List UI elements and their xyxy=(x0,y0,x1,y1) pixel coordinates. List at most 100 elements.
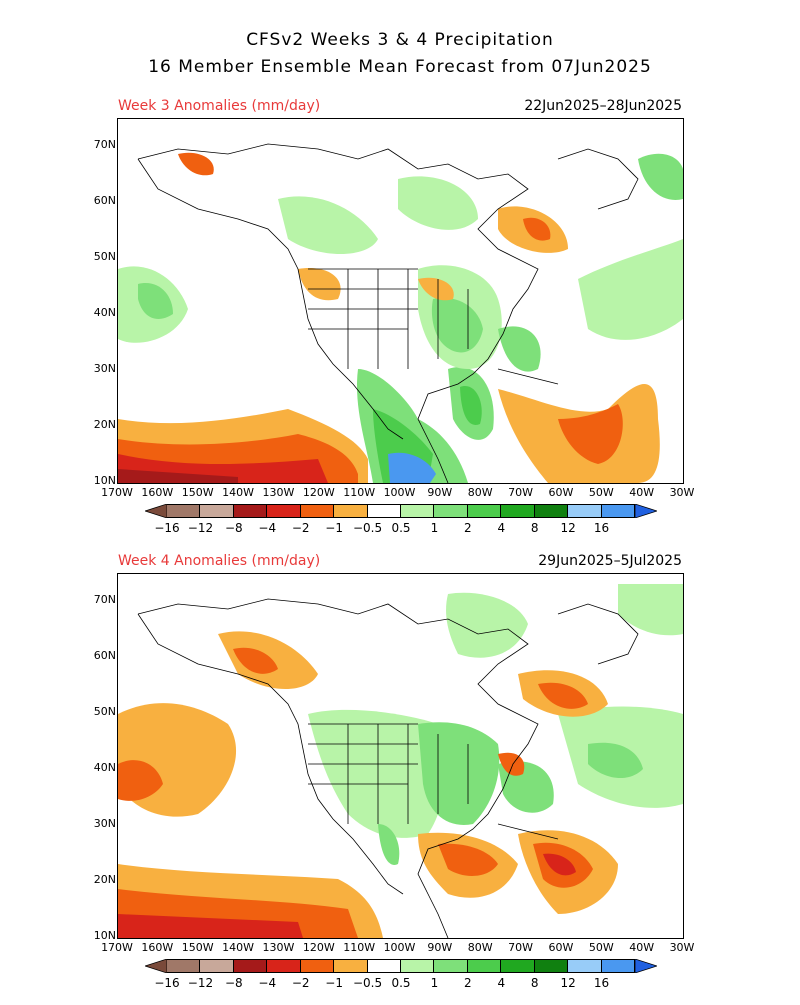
lon-label: 50W xyxy=(588,486,614,499)
lat-label: 70N xyxy=(93,138,116,151)
lat-label: 60N xyxy=(93,194,116,207)
lon-label: 130W xyxy=(262,486,295,499)
lon-label: 150W xyxy=(181,486,214,499)
lon-label: 100W xyxy=(383,941,416,954)
lat-label: 50N xyxy=(93,250,116,263)
colorbar-label: 2 xyxy=(464,521,472,535)
colorbar-cell xyxy=(267,504,301,518)
colorbar-label: 12 xyxy=(560,976,576,990)
colorbar-label: −12 xyxy=(187,521,214,535)
colorbar-label: 16 xyxy=(593,521,610,535)
chart-title: CFSv2 Weeks 3 & 4 Precipitation xyxy=(246,30,554,50)
colorbar-cell xyxy=(467,959,502,973)
colorbar-label: 1 xyxy=(430,976,439,990)
colorbar-cell xyxy=(568,959,602,973)
colorbar-cell xyxy=(233,959,268,973)
lat-label: 50N xyxy=(93,705,116,718)
lon-label: 140W xyxy=(222,941,254,954)
colorbar-label: −0.5 xyxy=(352,521,383,535)
lat-label: 10N xyxy=(93,929,116,942)
week3-label: Week 3 Anomalies (mm/day) xyxy=(118,98,321,114)
lon-label: 140W xyxy=(222,486,254,499)
colorbar-cell xyxy=(334,959,368,973)
lon-label: 40W xyxy=(629,486,655,499)
colorbar-cell xyxy=(167,504,201,518)
colorbar-cell xyxy=(167,959,201,973)
lat-label: 20N xyxy=(93,873,116,886)
week3-date-range: 22Jun2025–28Jun2025 xyxy=(524,98,682,114)
colorbar-label: 16 xyxy=(593,976,610,990)
lon-label: 70W xyxy=(508,486,533,499)
lon-label: 70W xyxy=(508,941,533,954)
colorbar-label: −16 xyxy=(154,976,180,990)
colorbar-label: −2 xyxy=(291,976,310,990)
colorbar-label: −1 xyxy=(325,976,343,990)
colorbar-cell xyxy=(434,504,468,518)
lon-label: 110W xyxy=(343,941,376,954)
lon-label: 150W xyxy=(181,941,214,954)
colorbar-label: 8 xyxy=(530,976,539,990)
colorbar-label: −16 xyxy=(154,521,180,535)
colorbar-label: −4 xyxy=(258,976,277,990)
week4-map-svg xyxy=(118,584,683,938)
colorbar-label: 0.5 xyxy=(391,521,411,535)
colorbar-label: −8 xyxy=(224,521,243,535)
lon-label: 50W xyxy=(588,941,614,954)
lat-label: 30N xyxy=(93,817,116,830)
colorbar-cell xyxy=(300,959,335,973)
colorbar-cell xyxy=(501,959,535,973)
colorbar-cell xyxy=(200,504,234,518)
week4-panel: Week 4 Anomalies (mm/day) 29Jun2025–5Jul… xyxy=(0,553,800,1005)
colorbar-cell xyxy=(367,959,401,973)
colorbar-cell xyxy=(467,504,502,518)
lat-label: 70N xyxy=(93,593,116,606)
colorbar-cell xyxy=(334,504,368,518)
lon-label: 30W xyxy=(669,941,695,954)
lon-label: 80W xyxy=(467,941,493,954)
colorbar-right-arrow xyxy=(635,959,657,973)
colorbar-label: 1 xyxy=(430,521,439,535)
lat-label: 40N xyxy=(93,306,116,319)
lon-label: 120W xyxy=(302,941,335,954)
colorbar-cell xyxy=(534,959,569,973)
colorbar-right-arrow xyxy=(635,504,657,518)
lon-label: 80W xyxy=(467,486,493,499)
colorbar-label: 8 xyxy=(530,521,539,535)
lon-label: 170W xyxy=(101,941,133,954)
week4-label: Week 4 Anomalies (mm/day) xyxy=(118,553,321,569)
colorbar-left-arrow xyxy=(145,959,167,973)
lon-label: 160W xyxy=(141,486,174,499)
lon-label: 60W xyxy=(548,941,574,954)
lon-label: 90W xyxy=(427,486,453,499)
colorbar-label: −0.5 xyxy=(352,976,383,990)
lon-label: 170W xyxy=(101,486,133,499)
lat-label: 60N xyxy=(93,649,116,662)
colorbar-cell xyxy=(601,504,635,518)
colorbar-label: −12 xyxy=(187,976,214,990)
colorbar-label: −1 xyxy=(325,521,343,535)
colorbar-label: −2 xyxy=(291,521,310,535)
colorbar-cell xyxy=(568,504,602,518)
colorbar-cell xyxy=(367,504,401,518)
week4-date-range: 29Jun2025–5Jul2025 xyxy=(538,553,682,569)
lon-label: 30W xyxy=(669,486,695,499)
lon-label: 60W xyxy=(548,486,574,499)
colorbar-cell xyxy=(300,504,335,518)
week4-map xyxy=(117,573,684,939)
colorbar-label: −8 xyxy=(224,976,243,990)
colorbar-left-arrow xyxy=(145,504,167,518)
week3-colorbar xyxy=(145,504,657,518)
colorbar-cell xyxy=(501,504,535,518)
lat-label: 20N xyxy=(93,418,116,431)
colorbar-label: 4 xyxy=(497,521,506,535)
colorbar-label: 2 xyxy=(464,976,472,990)
lon-label: 130W xyxy=(262,941,295,954)
week3-panel: Week 3 Anomalies (mm/day) 22Jun2025–28Ju… xyxy=(0,98,800,550)
lon-label: 120W xyxy=(302,486,335,499)
lat-label: 40N xyxy=(93,761,116,774)
lon-label: 90W xyxy=(427,941,453,954)
colorbar-label: −4 xyxy=(258,521,277,535)
lat-label: 10N xyxy=(93,474,116,487)
lon-label: 40W xyxy=(629,941,655,954)
chart-subtitle: 16 Member Ensemble Mean Forecast from 07… xyxy=(148,57,652,77)
